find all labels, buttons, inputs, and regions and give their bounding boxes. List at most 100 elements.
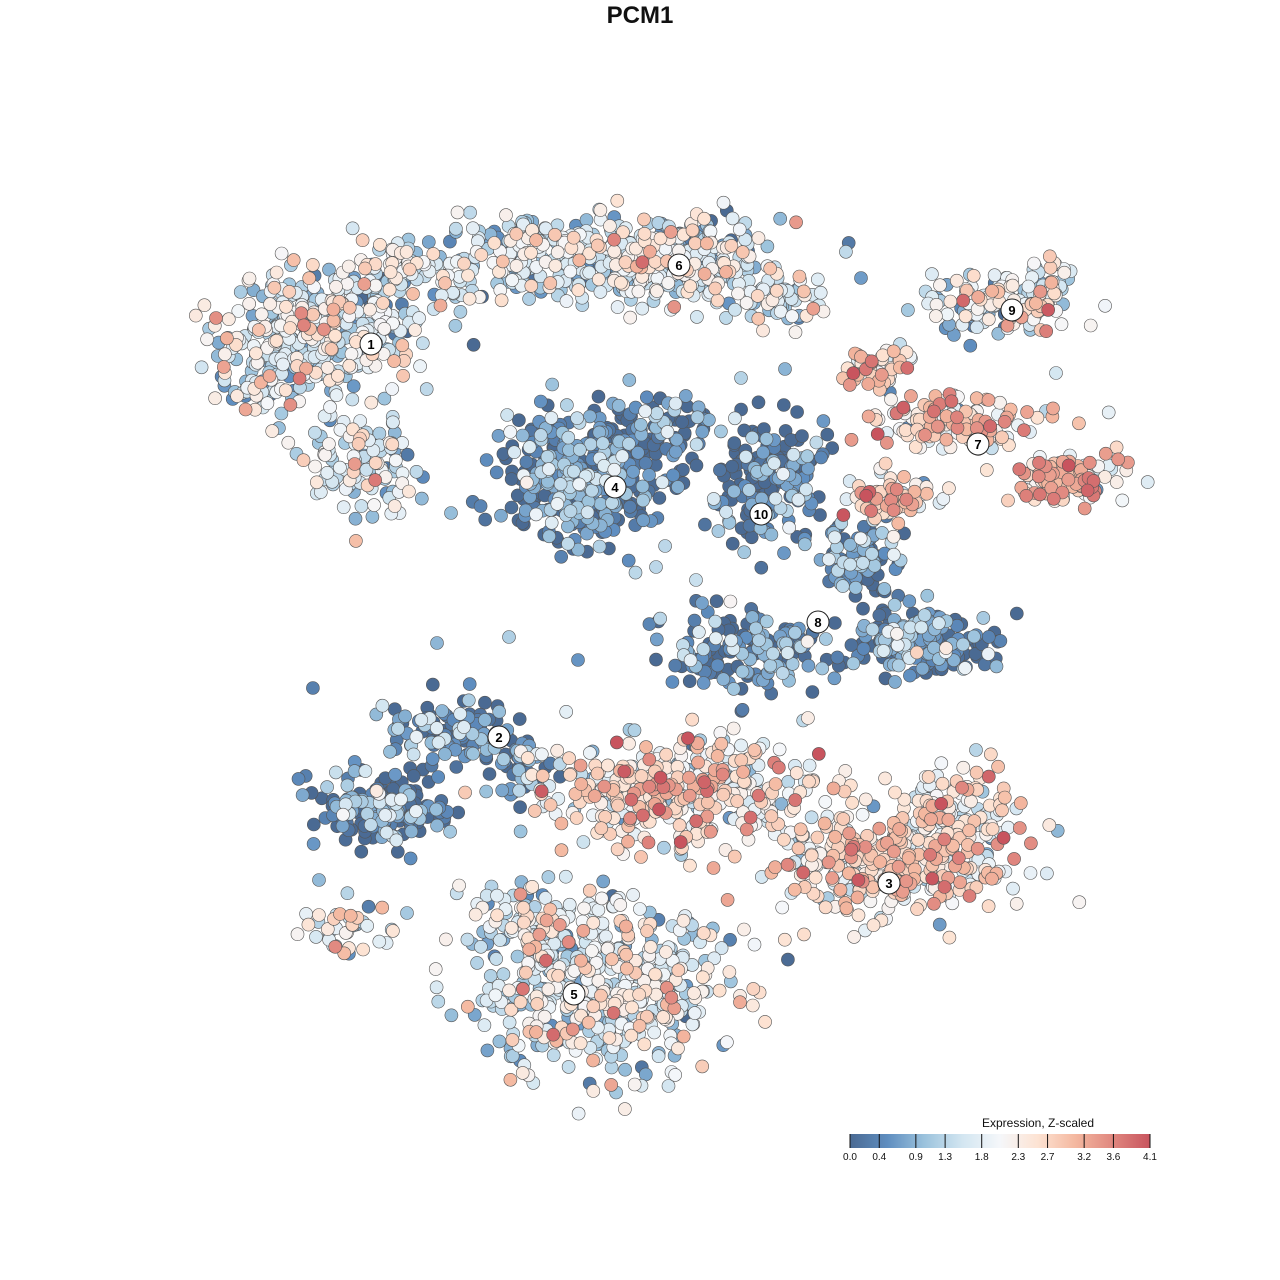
data-point [667, 300, 682, 314]
data-point [828, 830, 842, 844]
data-point [566, 464, 581, 479]
data-point [682, 674, 697, 689]
data-point [522, 440, 537, 454]
data-point [429, 802, 444, 817]
data-point [430, 818, 444, 833]
data-point [522, 942, 537, 957]
data-point [563, 767, 577, 782]
data-point [599, 929, 613, 944]
data-point [888, 675, 902, 689]
data-point [844, 842, 859, 857]
data-point [899, 874, 914, 889]
cluster-label-8: 8 [806, 610, 830, 634]
data-point [711, 524, 726, 538]
data-point [1046, 401, 1060, 416]
data-point [682, 788, 697, 803]
data-point [577, 901, 591, 916]
data-point [343, 908, 358, 923]
data-point [1111, 452, 1125, 467]
data-point [1009, 606, 1024, 621]
data-point [562, 751, 576, 766]
data-point [789, 215, 803, 230]
data-point [489, 952, 504, 966]
data-point [921, 770, 936, 784]
data-point [572, 253, 587, 268]
data-point [614, 275, 628, 290]
data-point [522, 292, 536, 306]
legend-tick-label: 1.8 [975, 1152, 989, 1163]
data-point [1027, 256, 1041, 271]
data-point [295, 788, 310, 802]
data-point [689, 573, 703, 587]
data-point [842, 378, 857, 392]
data-point [697, 775, 712, 790]
data-point [920, 588, 935, 603]
data-point [618, 1062, 632, 1077]
data-point [336, 500, 351, 515]
data-point [478, 695, 492, 710]
data-point [444, 1008, 459, 1023]
data-point [989, 659, 1004, 674]
data-point [406, 287, 420, 301]
cluster-label-5: 5 [562, 982, 586, 1006]
data-point [263, 297, 277, 311]
data-point [574, 953, 588, 968]
data-point [544, 515, 559, 530]
data-point [500, 408, 515, 422]
data-point [565, 1022, 580, 1037]
data-point [594, 988, 608, 1003]
data-point [966, 268, 981, 283]
data-point [890, 638, 905, 653]
data-point [512, 783, 527, 798]
data-point [347, 457, 362, 471]
data-point [546, 1027, 561, 1042]
data-point [851, 908, 866, 923]
data-point [487, 236, 502, 250]
cluster-label-text: 2 [495, 730, 502, 745]
data-point [408, 323, 422, 337]
data-point [691, 755, 705, 770]
data-point [858, 840, 873, 854]
data-point [944, 394, 959, 409]
data-point [435, 704, 449, 718]
data-point [372, 934, 387, 949]
data-point [842, 826, 857, 841]
data-point [943, 294, 958, 309]
data-point [242, 271, 257, 286]
data-point [1072, 895, 1087, 910]
data-point [942, 930, 957, 945]
data-point [1140, 475, 1155, 489]
data-point [586, 1053, 600, 1068]
data-point [970, 841, 985, 856]
data-point [934, 756, 949, 771]
data-point [529, 1025, 543, 1039]
data-point [499, 208, 513, 222]
data-point [702, 413, 716, 427]
data-point [1083, 455, 1097, 470]
data-point [602, 1031, 617, 1045]
data-point [1049, 366, 1063, 380]
data-point [431, 994, 446, 1009]
data-point [808, 870, 823, 885]
data-point [766, 646, 780, 661]
data-point [903, 668, 917, 683]
data-point [395, 338, 410, 353]
data-point [305, 258, 320, 272]
legend-colorbar [850, 1134, 1150, 1148]
cluster-label-10: 10 [749, 502, 773, 526]
data-point [520, 751, 535, 765]
data-point [856, 641, 871, 656]
data-point [292, 371, 307, 386]
data-point [385, 437, 400, 452]
data-point [368, 473, 383, 487]
data-point [429, 721, 444, 735]
data-point [635, 479, 650, 494]
data-point [798, 537, 812, 552]
data-point [637, 1037, 652, 1052]
data-point [1061, 472, 1076, 487]
data-point [856, 556, 870, 570]
data-point [217, 360, 231, 374]
data-point [585, 944, 599, 958]
data-point [460, 999, 475, 1014]
data-point [802, 774, 816, 789]
